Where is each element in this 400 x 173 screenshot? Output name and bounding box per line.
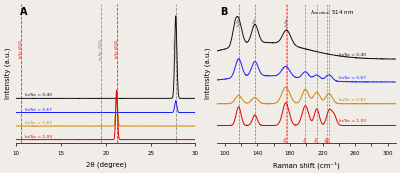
Text: $\lambda_{exciton}$: 514 nm: $\lambda_{exciton}$: 514 nm [310,8,354,17]
Text: In/Se = 0.40: In/Se = 0.40 [339,53,366,57]
Text: In₂Se₃ (006): In₂Se₃ (006) [174,39,178,61]
Text: In/Se = 1.03: In/Se = 1.03 [25,135,52,139]
Text: B: B [220,7,228,17]
Text: In₂Se₃: In₂Se₃ [236,17,240,26]
Text: InSe (002): InSe (002) [19,39,23,58]
Y-axis label: Intensity (a.u.): Intensity (a.u.) [204,48,211,99]
X-axis label: Raman shift (cm⁻¹): Raman shift (cm⁻¹) [273,161,340,169]
Text: In/Se = 1.03: In/Se = 1.03 [339,119,366,123]
Text: In/Se = 0.67: In/Se = 0.67 [339,76,366,80]
Text: In₂Se₃: In₂Se₃ [253,17,257,26]
Text: In/Se = 0.40: In/Se = 0.40 [25,93,52,97]
Text: In/Se = 0.67: In/Se = 0.67 [25,108,52,112]
Text: In/Se = 0.87: In/Se = 0.87 [339,98,366,102]
Text: InSe: InSe [284,136,288,143]
Text: A: A [20,7,27,17]
X-axis label: 2θ (degree): 2θ (degree) [86,161,126,168]
Text: InSe: InSe [327,136,331,143]
Text: In₂Se₃ (004): In₂Se₃ (004) [99,39,103,61]
Text: InSe: InSe [303,136,307,143]
Text: In/Se = 0.87: In/Se = 0.87 [25,121,52,125]
Text: In₂Se₃: In₂Se₃ [285,17,289,26]
Text: InSe: InSe [315,136,319,143]
Text: InSe: InSe [324,136,328,143]
Text: InSe (004): InSe (004) [115,39,119,58]
Y-axis label: Intensity (a.u.): Intensity (a.u.) [4,48,11,99]
